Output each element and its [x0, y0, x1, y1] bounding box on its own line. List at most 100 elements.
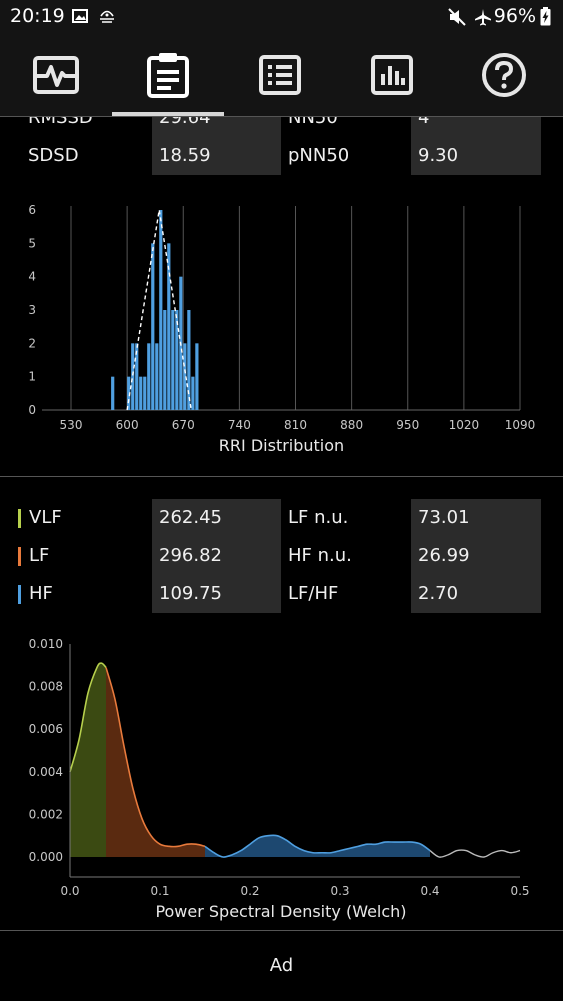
- histogram-bar: [131, 343, 135, 410]
- ad-banner[interactable]: Ad: [0, 930, 563, 1001]
- legend-swatch-vlf: [18, 509, 21, 528]
- tab-clipboard[interactable]: [112, 34, 224, 116]
- stat-value: 2.70: [411, 575, 541, 613]
- x-tick-label: 670: [172, 418, 195, 432]
- histogram-bar: [155, 343, 159, 410]
- legend-swatch-lf: [18, 547, 21, 566]
- histogram-bar: [195, 343, 199, 410]
- stat-row-lf: LF 296.82 HF n.u. 26.99: [0, 537, 563, 575]
- histogram-bar: [151, 243, 155, 410]
- psd-band-area: [106, 667, 205, 857]
- y-tick-label: 0.004: [29, 765, 63, 779]
- stat-value: 73.01: [411, 499, 541, 537]
- section-divider: [0, 476, 563, 477]
- psd-tail-line: [429, 849, 521, 858]
- psd-band-line: [204, 834, 431, 858]
- psd-band-line: [105, 667, 206, 848]
- histogram-bar: [127, 376, 131, 410]
- stat-value: 9.30: [411, 137, 541, 175]
- x-tick-label: 0.3: [330, 884, 349, 898]
- mute-icon: [448, 8, 466, 26]
- help-icon: [482, 53, 526, 97]
- stat-value: 18.59: [152, 137, 281, 175]
- legend-swatch-hf: [18, 585, 21, 604]
- active-tab-indicator: [112, 112, 224, 116]
- x-axis-label: Power Spectral Density (Welch): [155, 902, 406, 921]
- stat-value: 262.45: [152, 499, 281, 537]
- stat-label: LF/HF: [288, 583, 339, 604]
- histogram-bar: [183, 343, 187, 410]
- battery-status: 96%: [494, 5, 551, 27]
- histogram-bar: [187, 310, 191, 410]
- heartbeat-icon: [33, 56, 79, 94]
- y-tick-label: 0.006: [29, 722, 63, 736]
- x-tick-label: 600: [116, 418, 139, 432]
- image-icon: [72, 9, 88, 23]
- y-tick-label: 4: [28, 270, 36, 284]
- battery-percent: 96%: [493, 5, 536, 27]
- x-tick-label: 810: [284, 418, 307, 432]
- stat-label: HF n.u.: [288, 545, 352, 566]
- psd-band-area: [205, 835, 430, 858]
- stat-row-hf: HF 109.75 LF/HF 2.70: [0, 575, 563, 613]
- histogram-bar: [175, 310, 179, 410]
- histogram-bar: [163, 310, 167, 410]
- histogram-bar: [159, 210, 163, 410]
- histogram-bar: [139, 376, 143, 410]
- stat-value: 26.99: [411, 537, 541, 575]
- psd-chart: 0.000 0.002 0.004 0.006 0.008 0.010 0.0 0.1 0.2 0…: [29, 637, 530, 921]
- stat-label: LF n.u.: [288, 507, 349, 528]
- histogram-bar: [167, 243, 171, 410]
- x-tick-label: 0.1: [150, 884, 169, 898]
- y-tick-label: 0.008: [29, 680, 63, 694]
- stat-label: LF: [29, 545, 50, 566]
- histogram-bar: [191, 376, 195, 410]
- y-tick-label: 2: [28, 336, 36, 350]
- y-tick-label: 0.000: [29, 850, 63, 864]
- stat-value: 296.82: [152, 537, 281, 575]
- stat-label: HF: [29, 583, 53, 604]
- x-tick-label: 0.4: [420, 884, 439, 898]
- x-tick-label: 0.5: [510, 884, 529, 898]
- stat-label: VLF: [29, 507, 62, 528]
- x-tick-label: 0.2: [240, 884, 259, 898]
- tab-help[interactable]: [448, 34, 560, 116]
- tab-bar-chart[interactable]: [336, 34, 448, 116]
- y-tick-label: 0: [28, 403, 36, 417]
- stat-row-sdsd: SDSD 18.59 pNN50 9.30: [0, 137, 563, 175]
- x-tick-label: 950: [396, 418, 419, 432]
- x-tick-label: 740: [228, 418, 251, 432]
- x-axis-label: RRI Distribution: [219, 436, 344, 455]
- stat-value: 109.75: [152, 575, 281, 613]
- y-tick-label: 0.002: [29, 807, 63, 821]
- status-bar: 20:19 96%: [0, 0, 563, 34]
- tab-heartbeat[interactable]: [0, 34, 112, 116]
- bar-chart-icon: [371, 55, 413, 95]
- rri-histogram-chart: 530 600 670 740 810 880 950 1020 1090 0 1 2 3 4 5 6 RRI …: [28, 203, 536, 455]
- histogram-bar: [171, 310, 175, 410]
- stat-label: SDSD: [28, 145, 79, 166]
- battery-charging-icon: [540, 6, 551, 25]
- stat-label: pNN50: [288, 145, 350, 166]
- x-tick-label: 880: [340, 418, 363, 432]
- x-tick-label: 1090: [505, 418, 536, 432]
- psd-band-area: [70, 663, 106, 857]
- tab-list[interactable]: [224, 34, 336, 116]
- histogram-bar: [147, 343, 151, 410]
- x-tick-label: 0.0: [60, 884, 79, 898]
- y-tick-label: 1: [28, 370, 36, 384]
- y-tick-label: 5: [28, 236, 36, 250]
- tab-bar: [0, 34, 563, 117]
- y-tick-label: 0.010: [29, 637, 63, 651]
- clipboard-icon: [147, 53, 189, 98]
- y-tick-label: 6: [28, 203, 36, 217]
- x-tick-label: 530: [60, 418, 83, 432]
- y-tick-label: 3: [28, 303, 36, 317]
- x-tick-label: 1020: [449, 418, 480, 432]
- histogram-bar: [143, 376, 147, 410]
- histogram-bar: [135, 343, 139, 410]
- airplane-mode-icon: [475, 9, 491, 26]
- list-icon: [259, 55, 301, 95]
- stat-row-vlf: VLF 262.45 LF n.u. 73.01: [0, 499, 563, 537]
- app-notification-icon: [100, 10, 114, 23]
